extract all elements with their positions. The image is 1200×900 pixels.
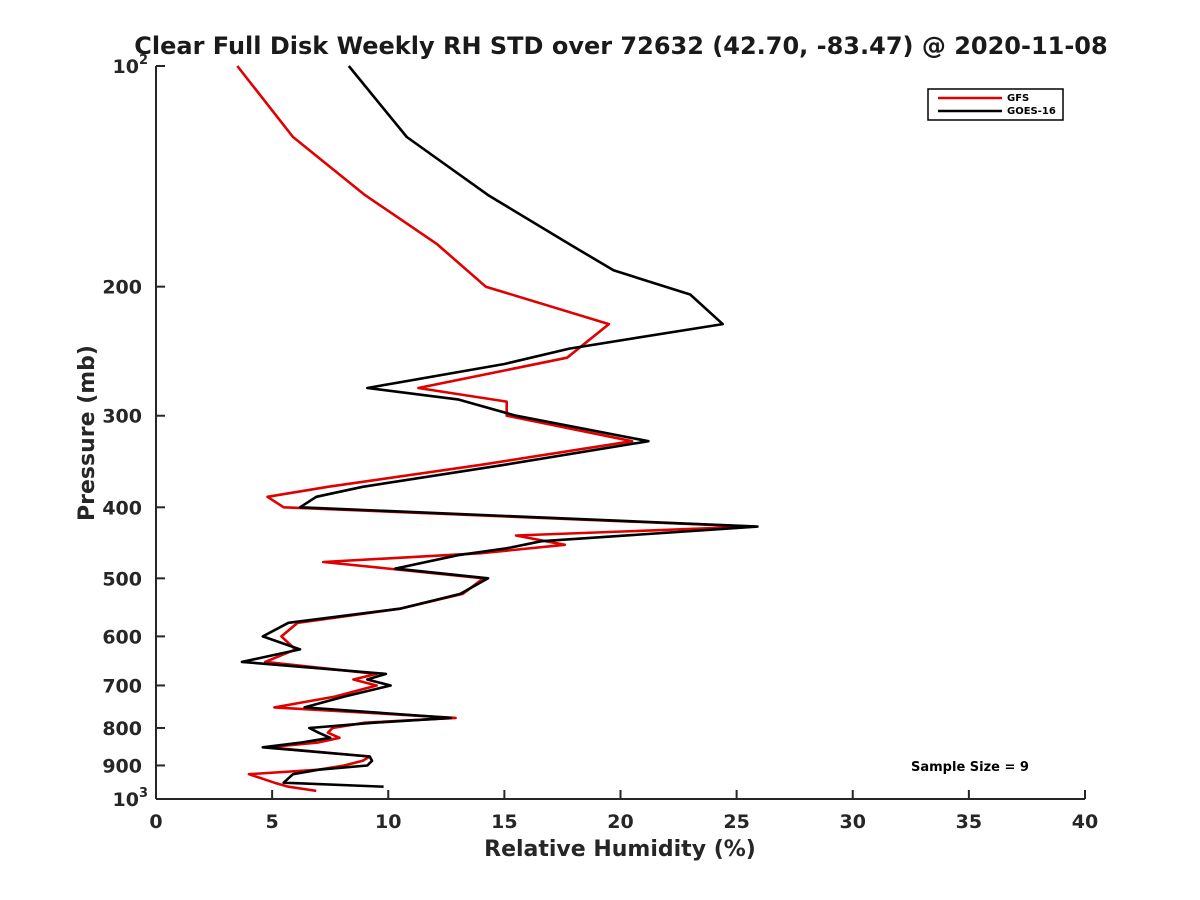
y-tick-label: 900	[102, 755, 142, 777]
x-tick-label: 35	[956, 811, 982, 833]
y-tick-base: 10	[113, 789, 139, 811]
y-tick-label: 103	[113, 786, 149, 811]
x-tick-label: 25	[723, 811, 749, 833]
sample-size-annotation: Sample Size = 9	[911, 760, 1029, 775]
x-tick-label: 10	[375, 811, 401, 833]
x-tick-label: 30	[840, 811, 866, 833]
y-tick-label: 102	[113, 53, 149, 78]
y-tick-label: 200	[102, 277, 142, 299]
chart-title: Clear Full Disk Weekly RH STD over 72632…	[134, 32, 1107, 60]
legend: GFS GOES-16	[927, 88, 1064, 121]
x-ticks: 0 5 10 15 20 25 30 35 40	[149, 790, 1098, 833]
x-axis-label: Relative Humidity (%)	[484, 837, 756, 862]
x-tick-label: 5	[266, 811, 279, 833]
x-tick-label: 15	[491, 811, 517, 833]
y-tick-exponent: 3	[139, 786, 148, 801]
series-line-goes16	[240, 65, 759, 788]
y-tick-label: 600	[102, 626, 142, 648]
y-tick-exponent: 2	[139, 53, 148, 68]
y-tick-label: 400	[102, 497, 142, 519]
series-layer	[236, 65, 759, 793]
y-tick-label: 300	[102, 406, 142, 428]
y-axis-label: Pressure (mb)	[75, 345, 100, 521]
legend-box	[927, 88, 1064, 121]
plot-area: 0 5 10 15 20 25 30 35 40 10220030040050060070080…	[102, 53, 1098, 833]
y-tick-label: 800	[102, 718, 142, 740]
y-tick-label: 700	[102, 675, 142, 697]
legend-label-gfs: GFS	[1007, 93, 1029, 104]
x-tick-label: 20	[607, 811, 633, 833]
x-tick-label: 40	[1072, 811, 1098, 833]
y-tick-label: 500	[102, 568, 142, 590]
y-tick-base: 10	[113, 56, 139, 78]
x-tick-label: 0	[149, 811, 162, 833]
legend-label-goes16: GOES-16	[1007, 106, 1056, 117]
